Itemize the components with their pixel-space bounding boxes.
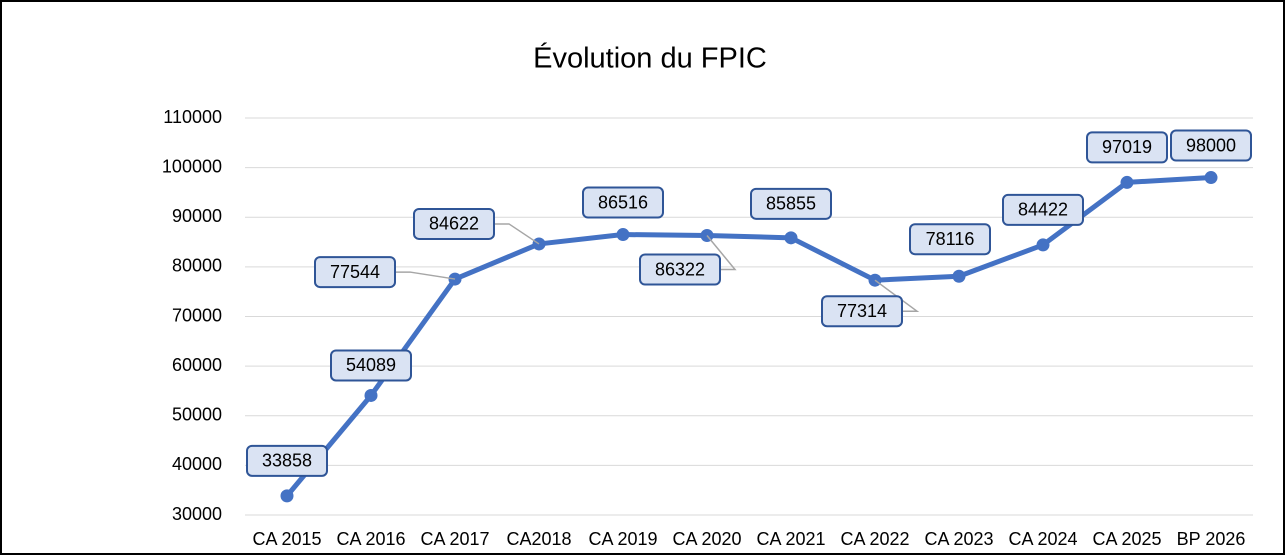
data-label: 86322: [655, 259, 705, 279]
data-label-box: [909, 223, 991, 256]
y-tick-label: 70000: [172, 305, 222, 325]
data-label-box: [330, 349, 412, 382]
data-label-box: [1002, 193, 1084, 226]
marker: [1204, 171, 1218, 185]
marker: [280, 489, 294, 503]
data-label: 77544: [330, 262, 380, 282]
data-label-box: [639, 253, 721, 286]
y-tick-label: 80000: [172, 256, 222, 276]
data-label: 84622: [429, 214, 479, 234]
y-tick-label: 60000: [172, 355, 222, 375]
marker: [784, 231, 798, 245]
data-label: 97019: [1102, 137, 1152, 157]
leader-line: [874, 279, 920, 312]
data-label: 54089: [346, 355, 396, 375]
data-label: 77314: [837, 301, 887, 321]
data-label-box: [246, 444, 328, 477]
marker: [364, 388, 378, 402]
chart-title: Évolution du FPIC: [533, 42, 767, 75]
x-tick-label: CA 2019: [588, 529, 657, 549]
data-label: 86516: [598, 192, 648, 212]
data-label-box: [1170, 129, 1252, 162]
data-label-box: [1086, 131, 1168, 164]
x-tick-label: CA 2024: [1008, 529, 1077, 549]
leader-line: [706, 235, 737, 271]
x-tick-label: CA 2022: [840, 529, 909, 549]
x-tick-label: CA 2017: [420, 529, 489, 549]
x-tick-label: CA2018: [506, 529, 571, 549]
leader-line: [494, 223, 540, 245]
data-label: 78116: [926, 229, 975, 249]
data-label: 33858: [262, 451, 312, 471]
y-tick-label: 100000: [162, 156, 222, 176]
leader-line: [395, 271, 456, 280]
x-tick-label: CA 2020: [672, 529, 741, 549]
data-label: 85855: [766, 194, 816, 214]
x-tick-label: BP 2026: [1177, 529, 1246, 549]
data-label-box: [314, 256, 396, 289]
y-tick-label: 40000: [172, 454, 222, 474]
marker: [1120, 175, 1134, 189]
x-tick-label: CA 2016: [336, 529, 405, 549]
data-label-box: [413, 207, 495, 240]
marker: [616, 228, 630, 242]
x-tick-label: CA 2015: [252, 529, 321, 549]
x-tick-label: CA 2025: [1092, 529, 1161, 549]
data-label-box: [582, 186, 664, 219]
x-tick-label: CA 2021: [756, 529, 825, 549]
data-label-box: [750, 187, 832, 220]
y-tick-label: 30000: [172, 504, 222, 524]
data-label: 98000: [1186, 135, 1236, 155]
y-tick-label: 110000: [163, 107, 222, 127]
data-label-box: [821, 295, 903, 328]
x-tick-label: CA 2023: [924, 529, 993, 549]
line: [285, 175, 1212, 498]
marker: [1036, 238, 1050, 252]
y-tick-label: 90000: [172, 206, 222, 226]
y-tick-label: 50000: [172, 405, 222, 425]
data-label: 84422: [1018, 200, 1068, 220]
marker: [952, 269, 966, 283]
